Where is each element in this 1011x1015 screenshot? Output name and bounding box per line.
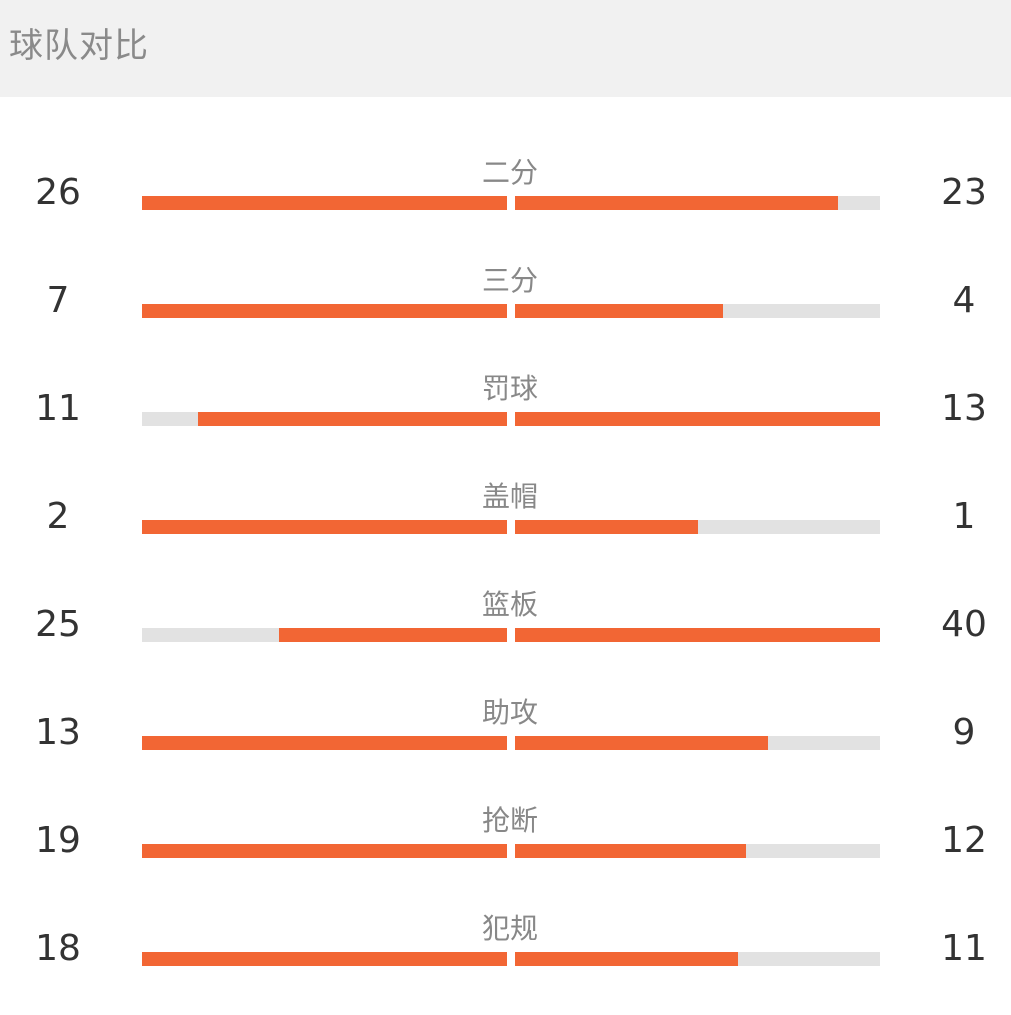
home-bar-track	[142, 520, 507, 534]
stat-label: 二分	[481, 156, 538, 189]
stat-label: 三分	[481, 264, 538, 297]
away-bar-fill	[515, 844, 746, 858]
home-value: 2	[46, 496, 70, 537]
stat-row-steals: 抢断 19 12	[0, 803, 1011, 883]
home-bar-track	[142, 304, 507, 318]
home-bar-track	[142, 952, 507, 966]
stat-label: 犯规	[481, 912, 538, 945]
page-title: 球队对比	[9, 26, 149, 66]
away-bar-fill	[515, 952, 738, 966]
home-value: 25	[35, 604, 81, 645]
away-bar-fill	[515, 520, 698, 534]
home-bar-fill	[278, 628, 507, 642]
away-bar-track	[515, 844, 880, 858]
stat-row-three-point: 三分 7 4	[0, 263, 1011, 343]
home-bar-track	[142, 196, 507, 210]
away-bar-fill	[515, 304, 724, 318]
home-bar-fill	[142, 952, 507, 966]
away-value: 9	[952, 712, 976, 753]
home-bar-fill	[198, 412, 507, 426]
stat-row-fouls: 犯规 18 11	[0, 911, 1011, 991]
home-value: 7	[46, 280, 70, 321]
home-value: 26	[35, 172, 81, 213]
home-value: 13	[35, 712, 81, 753]
home-bar-fill	[142, 736, 507, 750]
home-bar-fill	[142, 196, 507, 210]
stat-row-blocks: 盖帽 2 1	[0, 479, 1011, 559]
away-value: 23	[941, 172, 987, 213]
home-value: 11	[35, 388, 81, 429]
stat-label: 盖帽	[481, 480, 538, 513]
away-value: 13	[941, 388, 987, 429]
away-bar-track	[515, 520, 880, 534]
stat-row-rebounds: 篮板 25 40	[0, 587, 1011, 667]
home-bar-track	[142, 736, 507, 750]
away-bar-track	[515, 304, 880, 318]
away-value: 40	[941, 604, 987, 645]
home-bar-track	[142, 412, 507, 426]
away-bar-track	[515, 952, 880, 966]
stat-row-free-throw: 罚球 11 13	[0, 371, 1011, 451]
home-bar-fill	[142, 844, 507, 858]
away-value: 1	[952, 496, 976, 537]
away-bar-fill	[515, 196, 839, 210]
header-bar: 球队对比	[0, 0, 1011, 97]
home-bar-fill	[142, 304, 507, 318]
away-bar-fill	[515, 412, 880, 426]
away-bar-fill	[515, 736, 768, 750]
home-value: 18	[35, 928, 81, 969]
away-value: 4	[952, 280, 976, 321]
stat-label: 助攻	[481, 696, 538, 729]
home-bar-track	[142, 844, 507, 858]
stat-row-two-point: 二分 26 23	[0, 155, 1011, 235]
home-bar-fill	[142, 520, 507, 534]
away-value: 11	[941, 928, 987, 969]
away-value: 12	[941, 820, 987, 861]
home-value: 19	[35, 820, 81, 861]
away-bar-track	[515, 196, 880, 210]
stat-label: 篮板	[481, 588, 538, 621]
away-bar-track	[515, 628, 880, 642]
stat-label: 罚球	[481, 372, 538, 405]
away-bar-track	[515, 736, 880, 750]
home-bar-track	[142, 628, 507, 642]
stat-row-assists: 助攻 13 9	[0, 695, 1011, 775]
away-bar-fill	[515, 628, 880, 642]
stat-label: 抢断	[481, 804, 538, 837]
away-bar-track	[515, 412, 880, 426]
